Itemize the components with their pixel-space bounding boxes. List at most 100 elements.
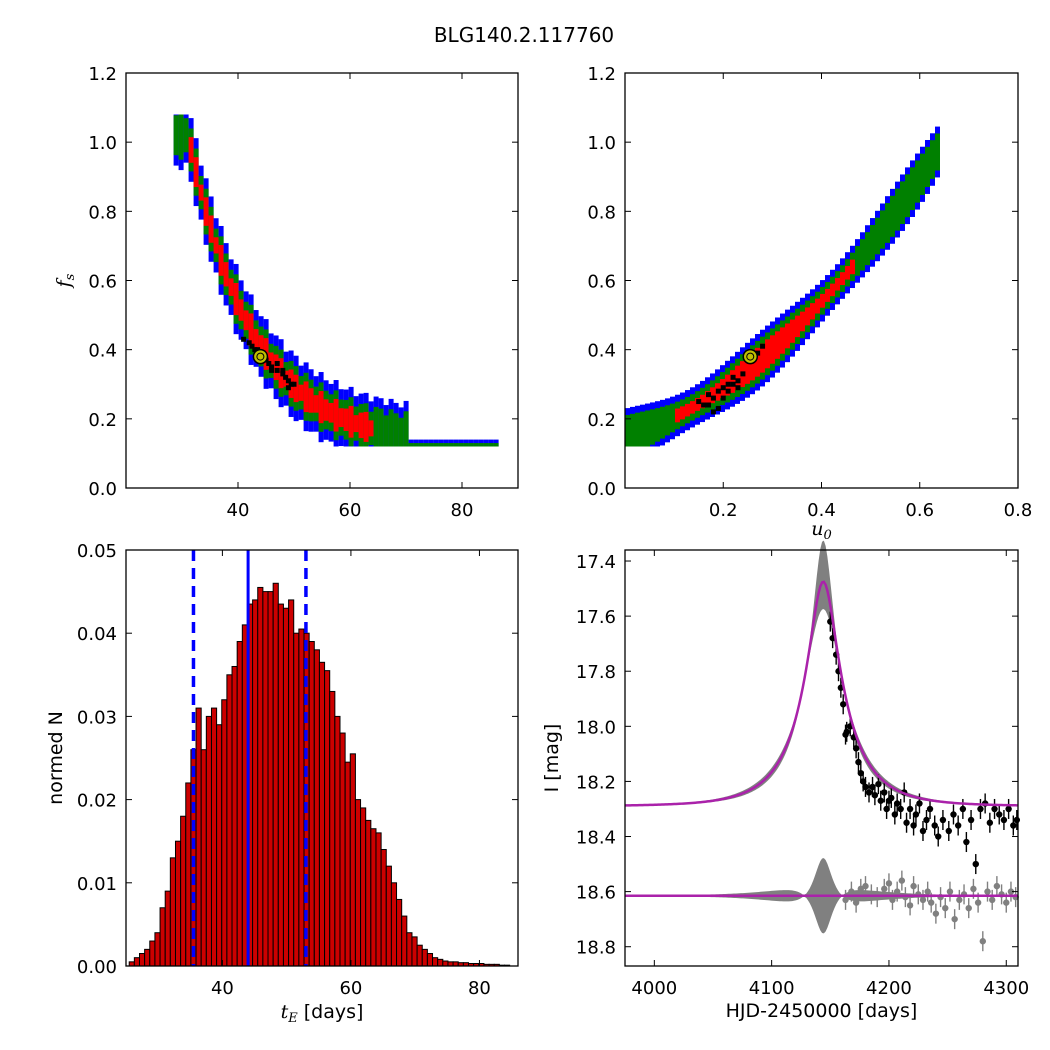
y-axis-label: I [mag] xyxy=(541,724,563,793)
green-region-cell xyxy=(855,246,860,276)
y-tick-label: 18.4 xyxy=(576,828,616,849)
red-region-cell xyxy=(745,356,750,384)
residual-point xyxy=(881,885,888,893)
residual-point xyxy=(988,896,996,904)
data-point xyxy=(950,811,957,818)
histogram-bar xyxy=(257,586,264,967)
data-point xyxy=(877,797,884,804)
residual-point xyxy=(970,885,977,893)
y-tick-label: 0.8 xyxy=(587,202,616,223)
sample-point xyxy=(735,385,741,391)
green-region-cell xyxy=(438,443,444,447)
data-point xyxy=(972,860,979,868)
green-region-cell xyxy=(378,408,384,447)
sample-point xyxy=(706,392,712,398)
sample-point xyxy=(725,388,731,394)
data-point xyxy=(1000,816,1008,824)
histogram-bar xyxy=(149,940,156,967)
residual-point xyxy=(974,899,982,906)
data-point xyxy=(891,811,899,818)
x-tick-label: 80 xyxy=(468,978,491,999)
red-region-cell xyxy=(750,352,755,381)
green-region-cell xyxy=(660,406,665,439)
data-point xyxy=(945,827,952,835)
residual-point xyxy=(942,904,949,912)
red-region-cell xyxy=(790,319,795,343)
red-region-cell xyxy=(353,415,359,433)
red-region-cell xyxy=(193,157,199,188)
sample-point xyxy=(696,399,702,405)
green-region-cell xyxy=(670,403,675,433)
red-region-cell xyxy=(213,237,219,254)
red-region-cell xyxy=(845,266,850,280)
data-point xyxy=(954,822,962,829)
sample-point xyxy=(740,371,746,377)
y-tick-label: 0.8 xyxy=(88,202,117,223)
histogram-bar xyxy=(133,957,140,967)
green-region-cell xyxy=(870,224,875,260)
sample-point xyxy=(252,347,258,353)
red-region-cell xyxy=(228,278,234,296)
red-region-cell xyxy=(258,335,264,358)
y-axis-label: fs xyxy=(53,273,78,289)
residual-point xyxy=(852,899,860,906)
residual-point xyxy=(848,888,855,895)
y-axis-label: normed N xyxy=(45,711,67,805)
histogram-bar xyxy=(169,857,176,967)
data-point xyxy=(859,778,867,785)
y-tick-label: 1.2 xyxy=(587,64,616,85)
sample-point xyxy=(730,374,736,380)
residual-point xyxy=(893,888,901,895)
data-point xyxy=(916,800,923,807)
x-axis-label: tE [days] xyxy=(281,1001,364,1026)
sample-point xyxy=(730,381,736,387)
red-region-cell xyxy=(338,408,344,428)
y-tick-label: 17.8 xyxy=(576,662,616,683)
histogram-bar xyxy=(324,670,331,967)
residual-point xyxy=(924,888,931,895)
red-region-cell xyxy=(243,310,249,331)
y-tick-label: 18.0 xyxy=(576,717,616,738)
red-region-cell xyxy=(700,394,705,409)
green-region-cell xyxy=(468,443,474,447)
red-region-cell xyxy=(770,335,775,364)
red-region-cell xyxy=(755,347,760,377)
data-point xyxy=(862,783,869,791)
red-region-cell xyxy=(735,365,740,391)
histogram-bar xyxy=(221,699,228,967)
green-region-cell xyxy=(635,412,640,447)
data-point xyxy=(881,789,888,796)
red-region-cell xyxy=(730,370,735,393)
x-tick-label: 40 xyxy=(211,978,234,999)
green-region-cell xyxy=(885,203,890,243)
histogram-bar xyxy=(272,582,279,967)
sample-point xyxy=(706,402,712,408)
y-tick-label: 0.6 xyxy=(88,272,117,293)
sample-point xyxy=(269,367,275,373)
residual-point xyxy=(857,885,864,893)
red-region-cell xyxy=(318,391,324,424)
red-region-cell xyxy=(785,323,790,349)
data-point xyxy=(1010,822,1017,829)
data-point xyxy=(923,816,930,824)
green-region-cell xyxy=(453,443,459,447)
red-region-cell xyxy=(238,299,244,321)
red-region-cell xyxy=(313,395,319,413)
histogram-bar xyxy=(416,944,423,967)
green-region-cell xyxy=(403,411,409,447)
histogram-bar xyxy=(210,707,218,967)
sample-point xyxy=(280,371,286,377)
sample-point xyxy=(710,395,716,401)
red-region-cell xyxy=(705,391,710,406)
y-tick-label: 0.4 xyxy=(587,341,616,362)
histogram-bar xyxy=(231,665,238,967)
panel-tE-vs-fs: 40 60 80 0.0 0.2 0.4 0.6 0.8 1.0 1.2 fs xyxy=(53,64,519,521)
data-point xyxy=(875,780,882,788)
histogram-bar xyxy=(329,690,336,967)
sample-point xyxy=(288,381,294,387)
data-point xyxy=(852,745,860,752)
sample-point xyxy=(285,385,291,391)
residual-point xyxy=(984,888,991,895)
histogram-bar xyxy=(360,807,367,967)
green-region-cell xyxy=(655,408,660,442)
